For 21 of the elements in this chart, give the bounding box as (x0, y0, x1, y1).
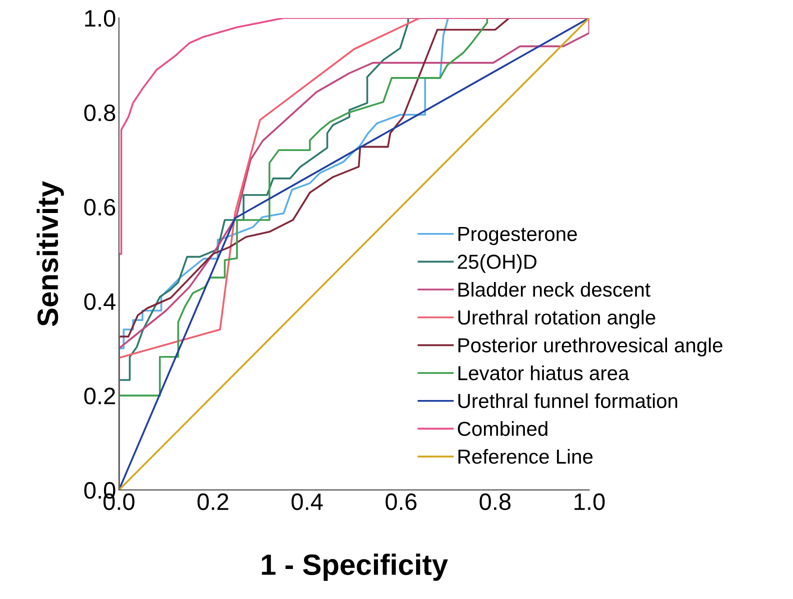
legend-label: Progesterone (458, 227, 577, 246)
legend-label: Posterior urethrovesical angle (458, 338, 722, 356)
y-tick-label: 0.4 (84, 293, 116, 310)
x-tick-label: 0.4 (292, 493, 323, 510)
legend-label: Levator hiatus area (458, 365, 630, 380)
legend-label: Urethral funnel formation (458, 393, 678, 408)
legend-label: Reference Line (458, 448, 593, 464)
y-tick-label: 0.6 (84, 198, 116, 216)
legend-label: 25(OH)D (458, 254, 536, 273)
y-tick-label: 0.2 (84, 388, 115, 404)
y-tick-label: 1.0 (85, 10, 116, 27)
x-tick-label: 1.0 (574, 493, 605, 510)
x-tick-label: 0.2 (198, 493, 228, 510)
legend-label: Urethral rotation angle (458, 310, 656, 329)
legend-label: Bladder neck descent (458, 282, 650, 297)
x-tick-label: 0.6 (386, 493, 416, 510)
x-axis-title: 1 - Specificity (262, 554, 448, 581)
y-tick-label: 0.8 (84, 104, 116, 122)
y-axis-title: Sensitivity (36, 181, 64, 326)
x-tick-label: 0.8 (480, 493, 511, 510)
legend-label: Combined (458, 421, 548, 436)
